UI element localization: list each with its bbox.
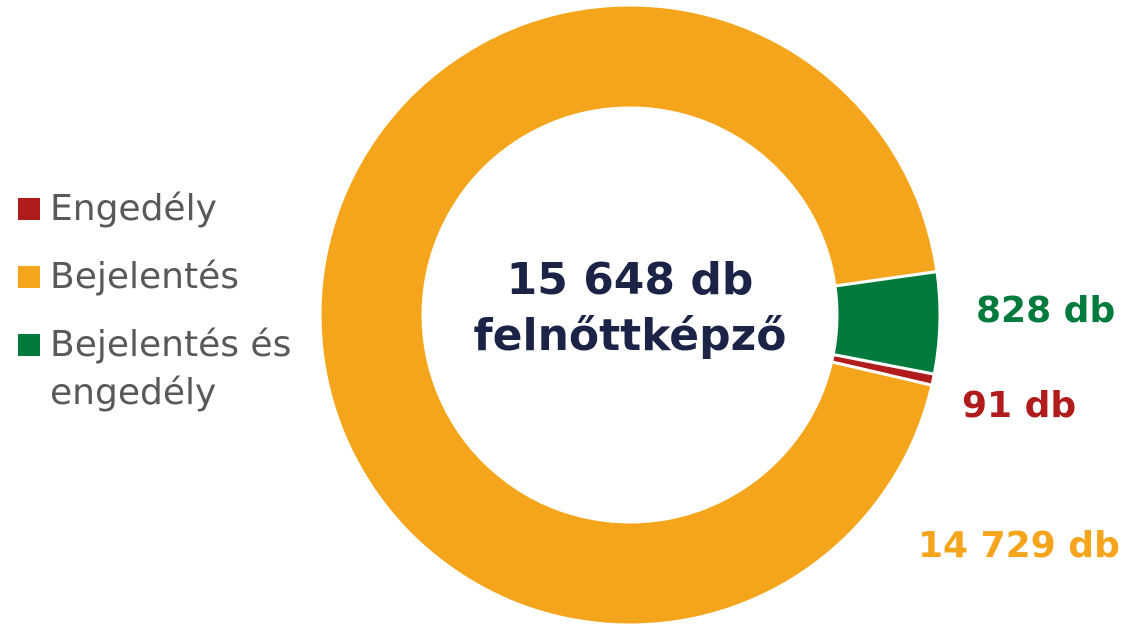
slice [831,269,942,376]
legend-swatch [18,266,40,288]
center-line: 15 648 db [506,254,754,305]
legend-swatch [18,198,40,220]
legend-label: Engedély [50,188,217,229]
value-label: 828 db [976,290,1116,331]
slice [318,3,939,627]
center-line: felnőttképző [473,310,787,361]
legend-label: Bejelentés [50,256,239,297]
legend-label: Bejelentés és engedély [50,324,292,413]
legend-item: Engedély [18,185,318,233]
center-label: 15 648 db felnőttképző [430,252,830,364]
value-label: 91 db [962,385,1077,426]
legend-item: Bejelentés és engedély [18,321,318,417]
legend: Engedély Bejelentés Bejelentés és engedély [18,185,318,437]
legend-swatch [18,334,40,356]
value-label: 14 729 db [918,525,1120,566]
legend-item: Bejelentés [18,253,318,301]
